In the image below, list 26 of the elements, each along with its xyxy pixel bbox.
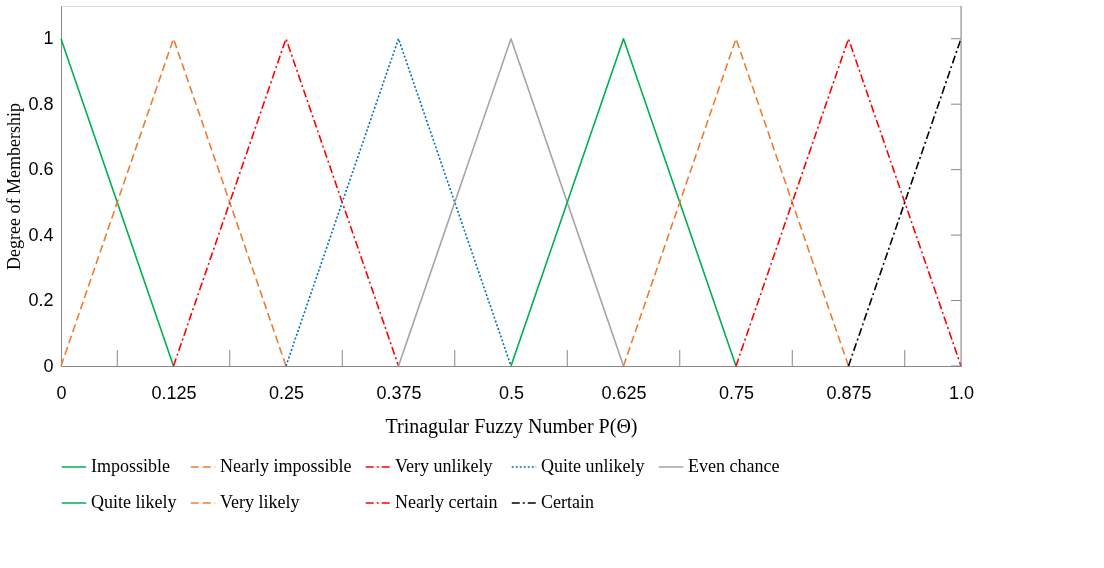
y-tick-label: 0.6 bbox=[28, 159, 54, 180]
x-tick-label: 0 bbox=[56, 382, 67, 403]
x-tick-label: 0.125 bbox=[151, 382, 197, 403]
legend-label: Quite unlikely bbox=[541, 456, 645, 476]
legend-label: Nearly impossible bbox=[220, 456, 352, 476]
y-tick-label: 1 bbox=[43, 28, 54, 49]
y-tick-label: 0.2 bbox=[28, 290, 54, 311]
legend-label: Even chance bbox=[688, 456, 780, 476]
y-tick-label: 0.8 bbox=[28, 93, 54, 114]
y-axis-title: Degree of Membership bbox=[4, 103, 25, 270]
x-tick-label: 0.25 bbox=[268, 382, 305, 403]
x-tick-label: 0.625 bbox=[601, 382, 647, 403]
x-tick-label: 0.875 bbox=[826, 382, 872, 403]
legend-label: Nearly certain bbox=[395, 492, 498, 512]
x-axis-title: Trinagular Fuzzy Number P(Θ) bbox=[385, 414, 638, 438]
y-tick-label: 0 bbox=[43, 355, 54, 376]
legend-label: Very likely bbox=[220, 492, 300, 512]
legend-label: Certain bbox=[541, 492, 594, 512]
x-tick-label: 0.5 bbox=[498, 382, 525, 403]
x-tick-label: 0.375 bbox=[376, 382, 422, 403]
legend-label: Quite likely bbox=[91, 492, 177, 512]
y-tick-label: 0.4 bbox=[28, 224, 54, 245]
legend-label: Very unlikely bbox=[395, 456, 493, 476]
x-tick-label: 0.75 bbox=[718, 382, 755, 403]
x-tick-label: 1.0 bbox=[948, 382, 975, 403]
legend-label: Impossible bbox=[91, 456, 171, 476]
